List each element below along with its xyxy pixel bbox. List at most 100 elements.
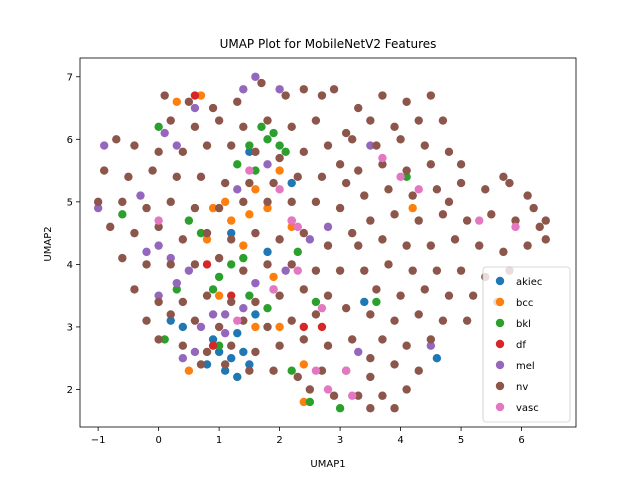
point-mel-14: [220, 310, 230, 319]
point-mel-18: [239, 303, 248, 313]
point-mel-26: [263, 160, 272, 169]
point-nv-71: [178, 297, 188, 307]
point-akiec-8: [178, 322, 188, 332]
point-nv-136: [390, 210, 399, 219]
point-nv-67: [311, 266, 321, 275]
x-tick-label-0: −1: [91, 435, 106, 446]
legend-label-akiec: akiec: [516, 277, 542, 288]
point-nv-104: [305, 385, 315, 394]
point-nv-75: [275, 291, 284, 300]
point-nv-30: [196, 172, 206, 182]
point-mel-7: [275, 85, 284, 94]
point-vasc-2: [414, 185, 423, 194]
point-mel-24: [305, 235, 315, 244]
point-mel-12: [184, 266, 194, 275]
legend-marker-mel: [495, 360, 505, 370]
point-nv-26: [99, 166, 109, 175]
point-nv-39: [142, 203, 151, 213]
point-vasc-1: [396, 172, 405, 182]
point-bkl-4: [281, 147, 290, 157]
point-nv-117: [414, 116, 423, 125]
point-nv-174: [390, 360, 399, 369]
point-mel-2: [160, 128, 169, 138]
point-nv-89: [202, 347, 212, 357]
point-bcc-13: [299, 360, 309, 369]
x-axis: −1 0 1 2 3 4 5 6: [91, 427, 525, 446]
y-tick-label-5: 7: [67, 72, 73, 83]
x-tick-label-4: 3: [337, 435, 343, 446]
point-nv-142: [535, 222, 544, 232]
point-bkl-22: [311, 297, 321, 307]
point-akiec-10: [432, 354, 442, 363]
point-nv-66: [287, 260, 296, 269]
point-nv-100: [293, 372, 302, 382]
point-nv-180: [456, 160, 466, 169]
point-nv-110: [390, 404, 399, 413]
point-bkl-18: [335, 404, 345, 413]
point-nv-107: [378, 391, 387, 400]
point-nv-60: [142, 260, 151, 269]
point-nv-64: [239, 266, 248, 275]
x-tick-label-2: 1: [216, 435, 222, 446]
point-nv-50: [154, 222, 163, 232]
legend-label-bcc: bcc: [516, 298, 533, 309]
x-tick-label-1: 0: [155, 435, 161, 446]
point-nv-96: [196, 360, 206, 369]
point-akiec-3: [233, 372, 242, 382]
point-mel-25: [323, 222, 333, 232]
point-mel-11: [154, 241, 163, 250]
point-nv-17: [154, 147, 163, 157]
point-nv-119: [347, 135, 357, 144]
point-nv-5: [281, 91, 290, 100]
legend-box: [482, 266, 571, 423]
point-akiec-1: [220, 366, 230, 375]
legend-marker-bcc: [495, 297, 505, 307]
point-df-6: [227, 291, 236, 300]
point-mel-29: [354, 347, 363, 357]
point-nv-14: [311, 116, 321, 125]
point-vasc-5: [293, 266, 302, 275]
point-nv-58: [347, 228, 357, 238]
point-bkl-0: [257, 122, 266, 131]
x-tick-label-6: 5: [458, 435, 464, 446]
point-akiec-13: [263, 247, 272, 257]
point-nv-179: [529, 203, 538, 213]
point-nv-123: [444, 147, 454, 157]
point-nv-73: [227, 297, 236, 307]
point-nv-111: [354, 103, 363, 113]
point-nv-87: [154, 335, 163, 344]
legend-marker-akiec: [495, 276, 505, 286]
point-vasc-7: [311, 366, 321, 375]
point-bkl-21: [154, 122, 163, 131]
point-nv-178: [541, 216, 550, 225]
point-nv-122: [420, 141, 429, 150]
point-bcc-2: [275, 166, 284, 175]
point-nv-80: [166, 310, 175, 319]
chart-title: UMAP Plot for MobileNetV2 Features: [220, 37, 437, 51]
point-bkl-19: [402, 172, 411, 182]
point-nv-79: [142, 316, 151, 325]
point-bkl-23: [214, 341, 224, 350]
point-nv-63: [214, 253, 224, 263]
point-nv-27: [124, 172, 133, 182]
point-nv-165: [366, 310, 375, 319]
point-akiec-12: [166, 316, 175, 325]
point-nv-52: [202, 228, 212, 238]
point-bcc-18: [408, 203, 417, 213]
point-nv-120: [372, 141, 381, 150]
point-nv-114: [426, 91, 436, 100]
point-bkl-16: [287, 366, 296, 375]
point-bcc-10: [214, 291, 224, 300]
point-nv-94: [323, 341, 333, 350]
point-nv-18: [178, 147, 188, 157]
point-nv-159: [372, 285, 381, 294]
point-nv-177: [523, 191, 532, 200]
point-nv-88: [178, 341, 188, 350]
point-nv-146: [426, 241, 436, 250]
point-nv-171: [402, 341, 411, 350]
point-vasc-14: [317, 303, 327, 313]
point-bcc-5: [227, 216, 236, 225]
point-nv-11: [239, 122, 248, 131]
point-nv-1: [184, 97, 194, 106]
